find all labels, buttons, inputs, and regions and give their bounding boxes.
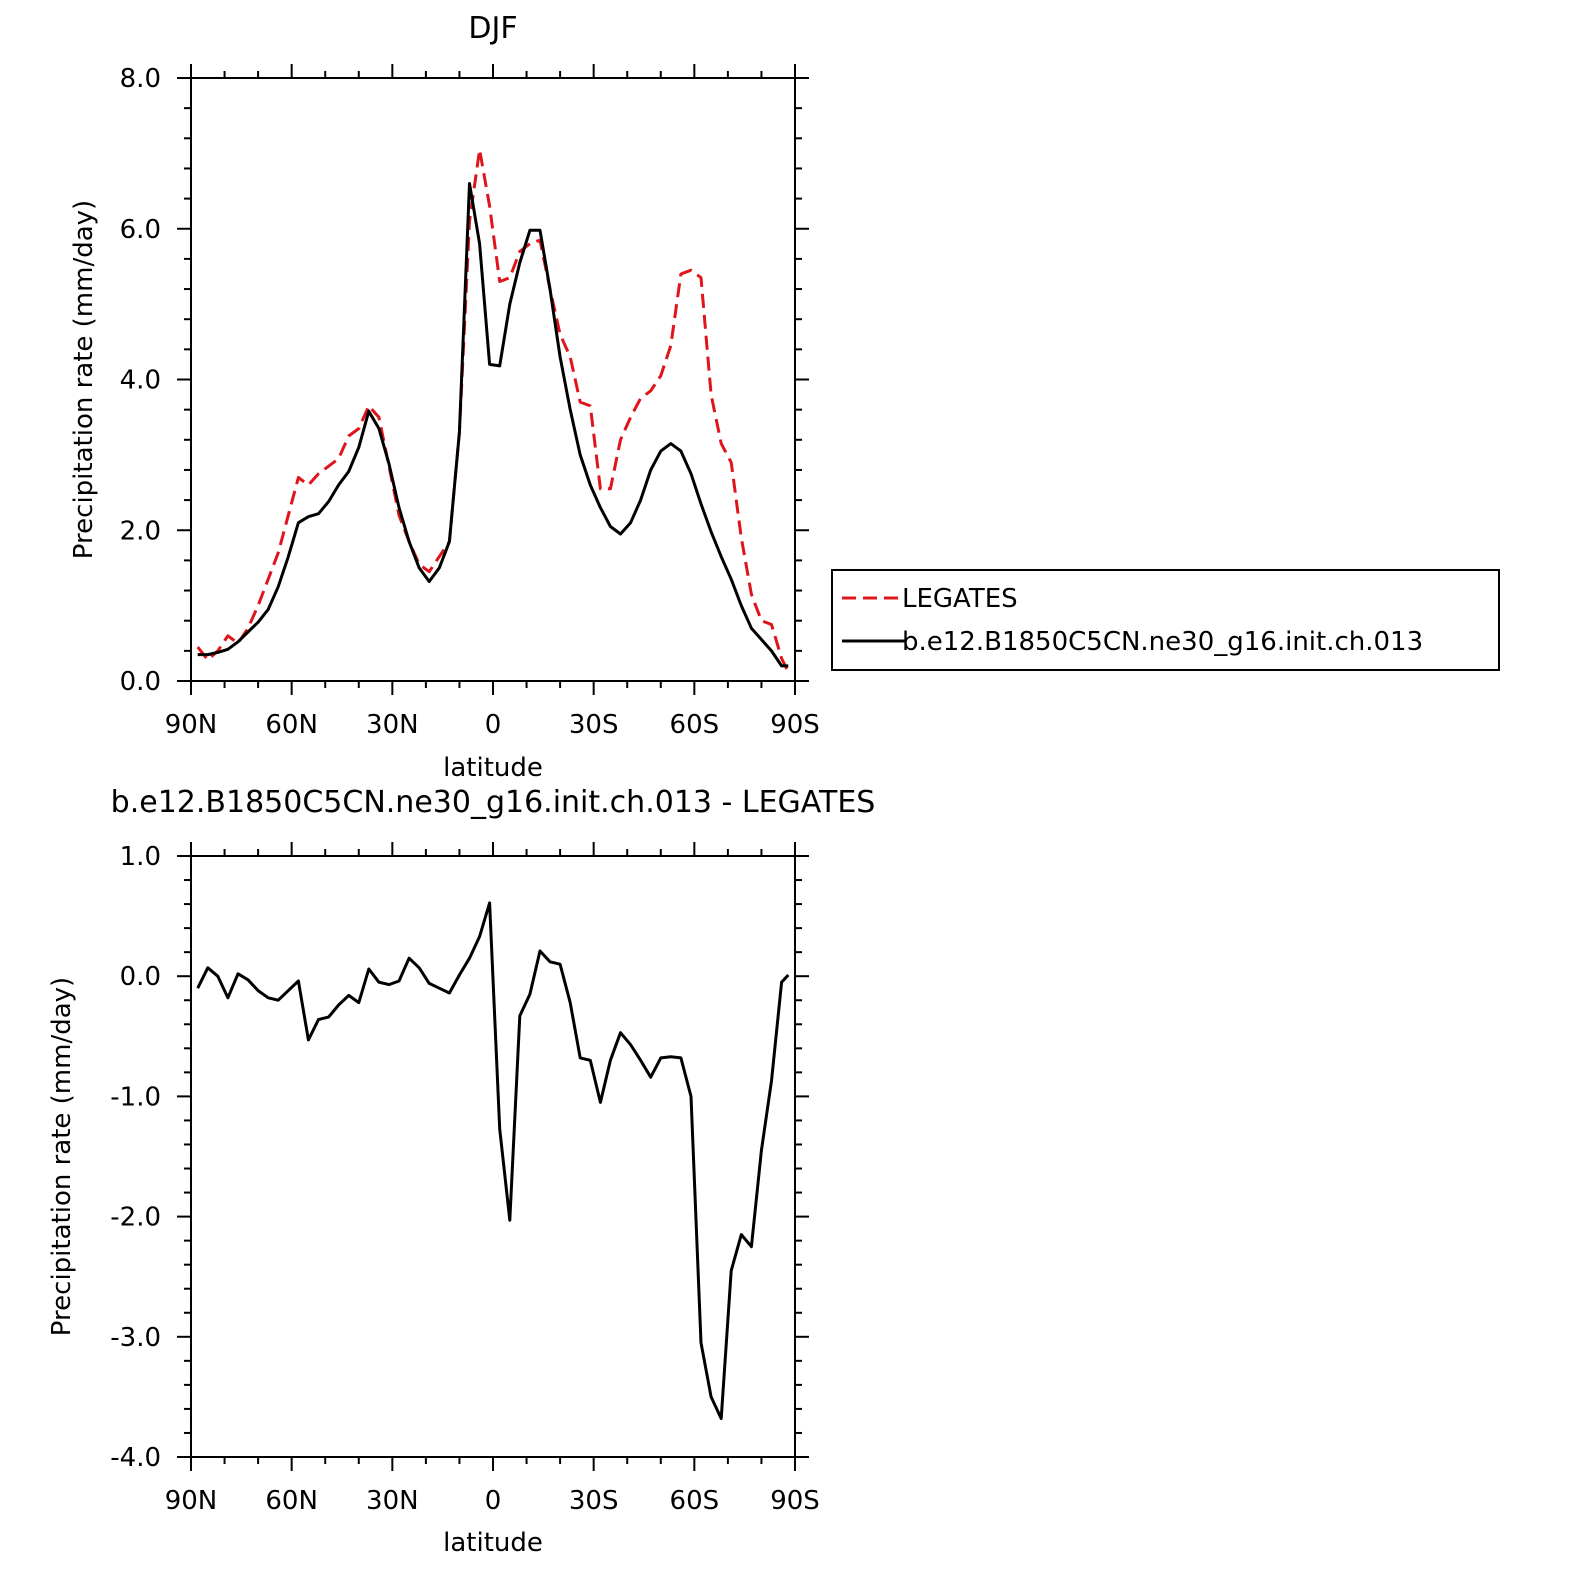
x-tick-label: 90S [770, 1486, 820, 1516]
x-tick-label: 60N [265, 1486, 318, 1516]
plot-frame [190, 77, 796, 682]
legend-box [831, 569, 1500, 671]
legend-entry-label: b.e12.B1850C5CN.ne30_g16.init.ch.013 [902, 627, 1423, 657]
legend: LEGATES b.e12.B1850C5CN.ne30_g16.init.ch.… [831, 569, 1500, 671]
legend-entry-label: LEGATES [902, 584, 1018, 614]
series-line-LEGATES [196, 148, 790, 673]
x-tick-label: 90N [165, 710, 218, 740]
x-axis-label: latitude [443, 753, 543, 783]
series-line [196, 901, 790, 1420]
x-tick-label: 0 [485, 1486, 502, 1516]
y-tick-label: -1.0 [110, 1082, 161, 1112]
chart-title: DJF [468, 11, 517, 46]
x-tick-label: 90N [165, 1486, 218, 1516]
x-tick-label: 30S [569, 710, 619, 740]
y-axis-label: Precipitation rate (mm/day) [69, 200, 99, 559]
x-tick-label: 30S [569, 1486, 619, 1516]
bottom-panel-difference: -4.0 -3.0 -2.0 -1.0 0.0 1.0 90N 60N 30N 0 30S 60S 90… [47, 785, 875, 1558]
x-tick-label: 60S [670, 710, 720, 740]
y-tick-label: -3.0 [110, 1323, 161, 1353]
y-tick-label: 2.0 [120, 516, 161, 546]
y-tick-label: 0.0 [120, 962, 161, 992]
y-tick-label: 6.0 [120, 215, 161, 245]
y-tick-label: 4.0 [120, 366, 161, 396]
top-panel-djf: 0.0 2.0 4.0 6.0 8.0 90N 60N 30N 0 30S 60S 90S DJF lat… [69, 11, 820, 783]
x-tick-label: 90S [770, 710, 820, 740]
x-axis-label: latitude [443, 1528, 543, 1558]
x-tick-label: 60N [265, 710, 318, 740]
y-tick-label: -4.0 [110, 1443, 161, 1473]
y-tick-label: 1.0 [120, 842, 161, 872]
y-tick-label: -2.0 [110, 1203, 161, 1233]
x-tick-label: 30N [366, 1486, 419, 1516]
x-tick-label: 30N [366, 710, 419, 740]
chart-title: b.e12.B1850C5CN.ne30_g16.init.ch.013 - L… [111, 785, 876, 820]
x-tick-label: 0 [485, 710, 502, 740]
x-tick-label: 60S [670, 1486, 720, 1516]
y-tick-label: 8.0 [120, 64, 161, 94]
y-tick-label: 0.0 [120, 667, 161, 697]
series-line-b.e12.B1850C5CN.ne30_g16.init.ch.013 [197, 182, 789, 668]
y-axis-label: Precipitation rate (mm/day) [47, 977, 77, 1336]
